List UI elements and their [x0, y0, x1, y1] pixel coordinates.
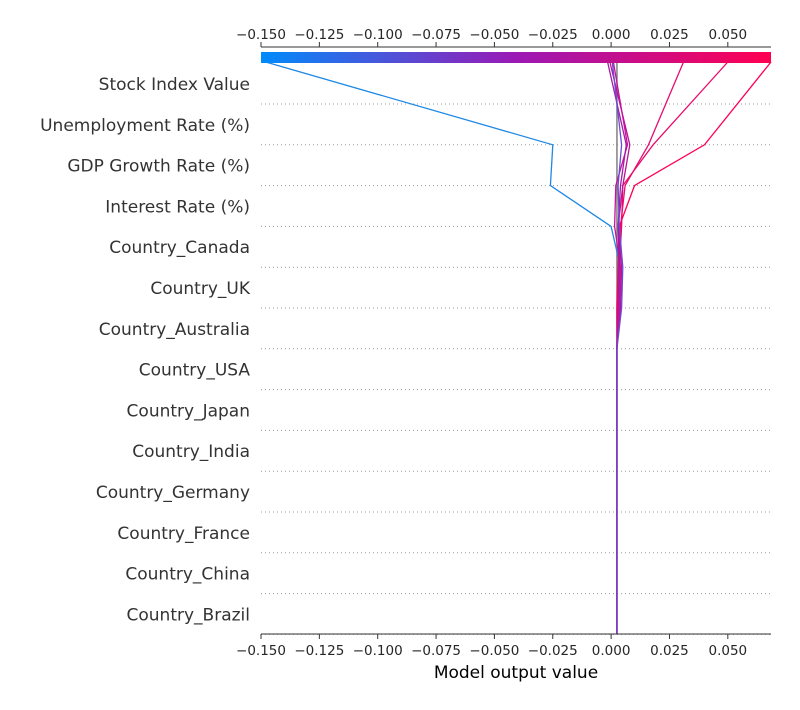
- feature-label: Country_France: [117, 524, 250, 544]
- x-tick-label: −0.050: [469, 27, 519, 43]
- feature-label: Stock Index Value: [99, 75, 250, 95]
- x-tick-label: −0.075: [411, 643, 461, 659]
- feature-label: Country_UK: [150, 279, 250, 299]
- x-tick-label: 0.025: [650, 27, 689, 43]
- feature-label: Country_Brazil: [127, 605, 250, 625]
- x-tick-label: 0.050: [708, 643, 747, 659]
- x-tick-label: 0.000: [592, 27, 631, 43]
- feature-label: Country_Canada: [109, 238, 250, 258]
- decision-line: [611, 61, 624, 635]
- colorbar: [261, 52, 771, 63]
- x-tick-label: −0.150: [236, 27, 286, 43]
- feature-label: Country_Australia: [99, 320, 250, 340]
- x-tick-label: −0.025: [528, 643, 578, 659]
- x-tick-label: −0.025: [528, 27, 578, 43]
- x-tick-label: −0.150: [236, 643, 286, 659]
- feature-label: Country_China: [125, 565, 250, 585]
- feature-label: Country_Germany: [96, 483, 250, 503]
- feature-label: Country_Japan: [127, 401, 250, 421]
- decision-line: [616, 61, 772, 635]
- bottom-x-axis: −0.150 −0.125 −0.100 −0.075 −0.050 −0.025 0.00…: [236, 633, 771, 659]
- decision-lines: [265, 61, 772, 635]
- x-tick-label: 0.050: [708, 27, 747, 43]
- feature-gridlines: [261, 103, 771, 635]
- x-tick-label: −0.100: [353, 643, 403, 659]
- x-tick-label: 0.025: [650, 643, 689, 659]
- x-tick-label: −0.050: [469, 643, 519, 659]
- x-tick-label: 0.000: [592, 643, 631, 659]
- feature-label: Country_India: [132, 442, 250, 462]
- x-axis-title: Model output value: [434, 663, 598, 683]
- top-x-axis: −0.150 −0.125 −0.100 −0.075 −0.050 −0.025 0.00…: [236, 27, 771, 48]
- x-tick-label: −0.125: [294, 643, 344, 659]
- decision-line: [616, 61, 729, 635]
- feature-label: GDP Growth Rate (%): [67, 157, 250, 177]
- feature-label: Interest Rate (%): [105, 197, 250, 217]
- x-tick-label: −0.100: [353, 27, 403, 43]
- x-tick-label: −0.075: [411, 27, 461, 43]
- decision-line: [265, 61, 622, 635]
- feature-labels: Stock Index Value Unemployment Rate (%) GD…: [40, 75, 251, 625]
- feature-label: Unemployment Rate (%): [40, 116, 250, 136]
- feature-label: Country_USA: [139, 361, 251, 381]
- x-tick-label: −0.125: [294, 27, 344, 43]
